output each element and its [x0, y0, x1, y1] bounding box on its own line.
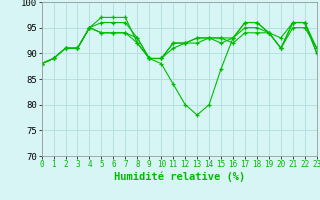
X-axis label: Humidité relative (%): Humidité relative (%): [114, 172, 245, 182]
